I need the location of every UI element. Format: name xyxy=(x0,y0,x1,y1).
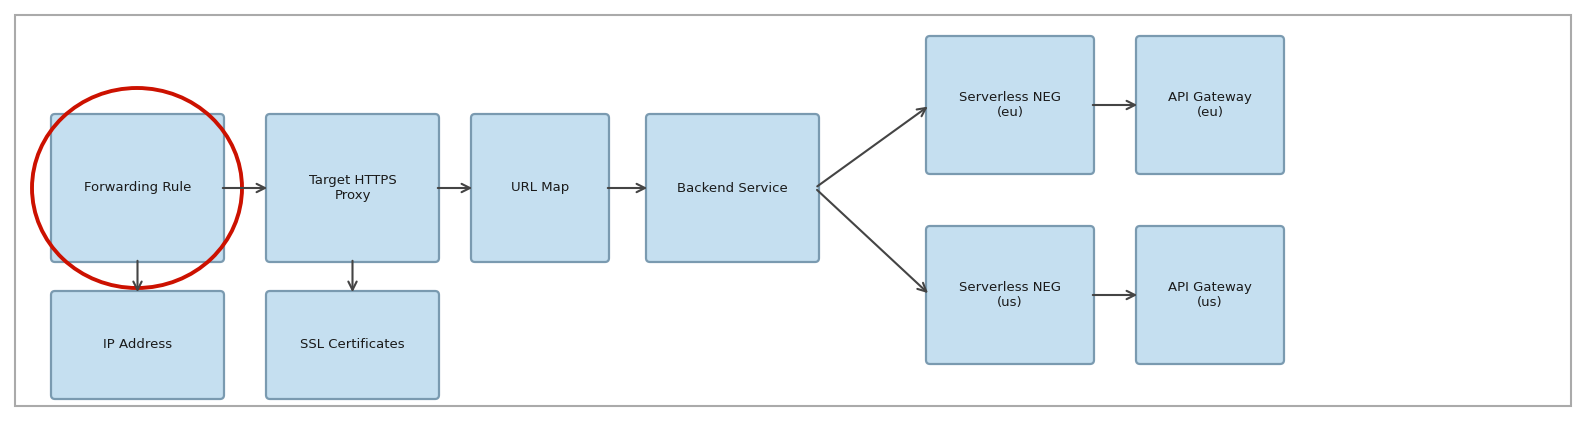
Text: URL Map: URL Map xyxy=(511,181,569,195)
Text: SSL Certificates: SSL Certificates xyxy=(300,338,404,352)
Text: API Gateway
(eu): API Gateway (eu) xyxy=(1167,91,1251,119)
Text: Target HTTPS
Proxy: Target HTTPS Proxy xyxy=(309,174,396,202)
Text: Serverless NEG
(us): Serverless NEG (us) xyxy=(960,281,1061,309)
Text: Backend Service: Backend Service xyxy=(677,181,788,195)
Text: IP Address: IP Address xyxy=(103,338,171,352)
FancyBboxPatch shape xyxy=(1136,36,1285,174)
FancyBboxPatch shape xyxy=(1136,226,1285,364)
FancyBboxPatch shape xyxy=(926,36,1094,174)
FancyBboxPatch shape xyxy=(646,114,818,262)
FancyBboxPatch shape xyxy=(51,291,224,399)
FancyBboxPatch shape xyxy=(266,291,439,399)
Text: Serverless NEG
(eu): Serverless NEG (eu) xyxy=(960,91,1061,119)
FancyBboxPatch shape xyxy=(51,114,224,262)
FancyBboxPatch shape xyxy=(926,226,1094,364)
FancyBboxPatch shape xyxy=(471,114,609,262)
Text: Forwarding Rule: Forwarding Rule xyxy=(84,181,192,195)
FancyBboxPatch shape xyxy=(266,114,439,262)
Text: API Gateway
(us): API Gateway (us) xyxy=(1167,281,1251,309)
